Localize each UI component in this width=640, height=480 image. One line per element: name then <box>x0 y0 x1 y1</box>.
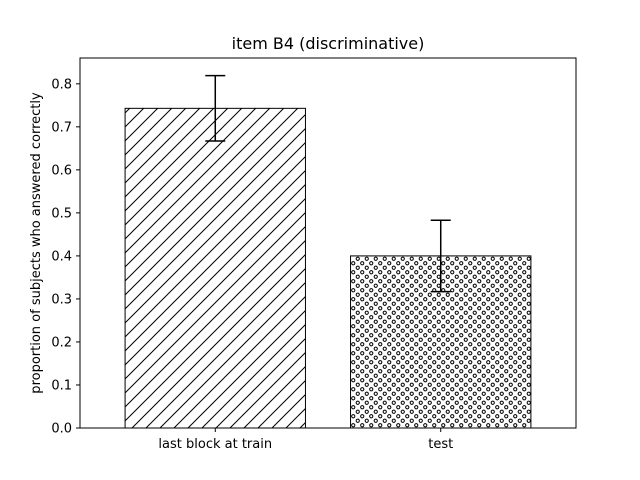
y-tick-label-8: 0.8 <box>51 77 72 92</box>
x-tick-label-1: test <box>428 437 453 452</box>
y-tick-label-5: 0.5 <box>51 206 72 221</box>
y-tick-label-0: 0.0 <box>51 422 72 437</box>
bar-0 <box>124 107 306 429</box>
y-tick-label-6: 0.6 <box>51 163 72 178</box>
y-tick-label-7: 0.7 <box>51 120 72 135</box>
x-tick-label-0: last block at train <box>158 437 272 452</box>
plot-frame <box>79 57 577 429</box>
y-axis-label: proportion of subjects who answered corr… <box>29 92 44 394</box>
y-tick-label-1: 0.1 <box>51 378 72 393</box>
y-tick-label-2: 0.2 <box>51 335 72 350</box>
y-tick-label-3: 0.3 <box>51 292 72 307</box>
y-tick-label-4: 0.4 <box>51 249 72 264</box>
chart-title: item B4 (discriminative) <box>232 34 425 53</box>
